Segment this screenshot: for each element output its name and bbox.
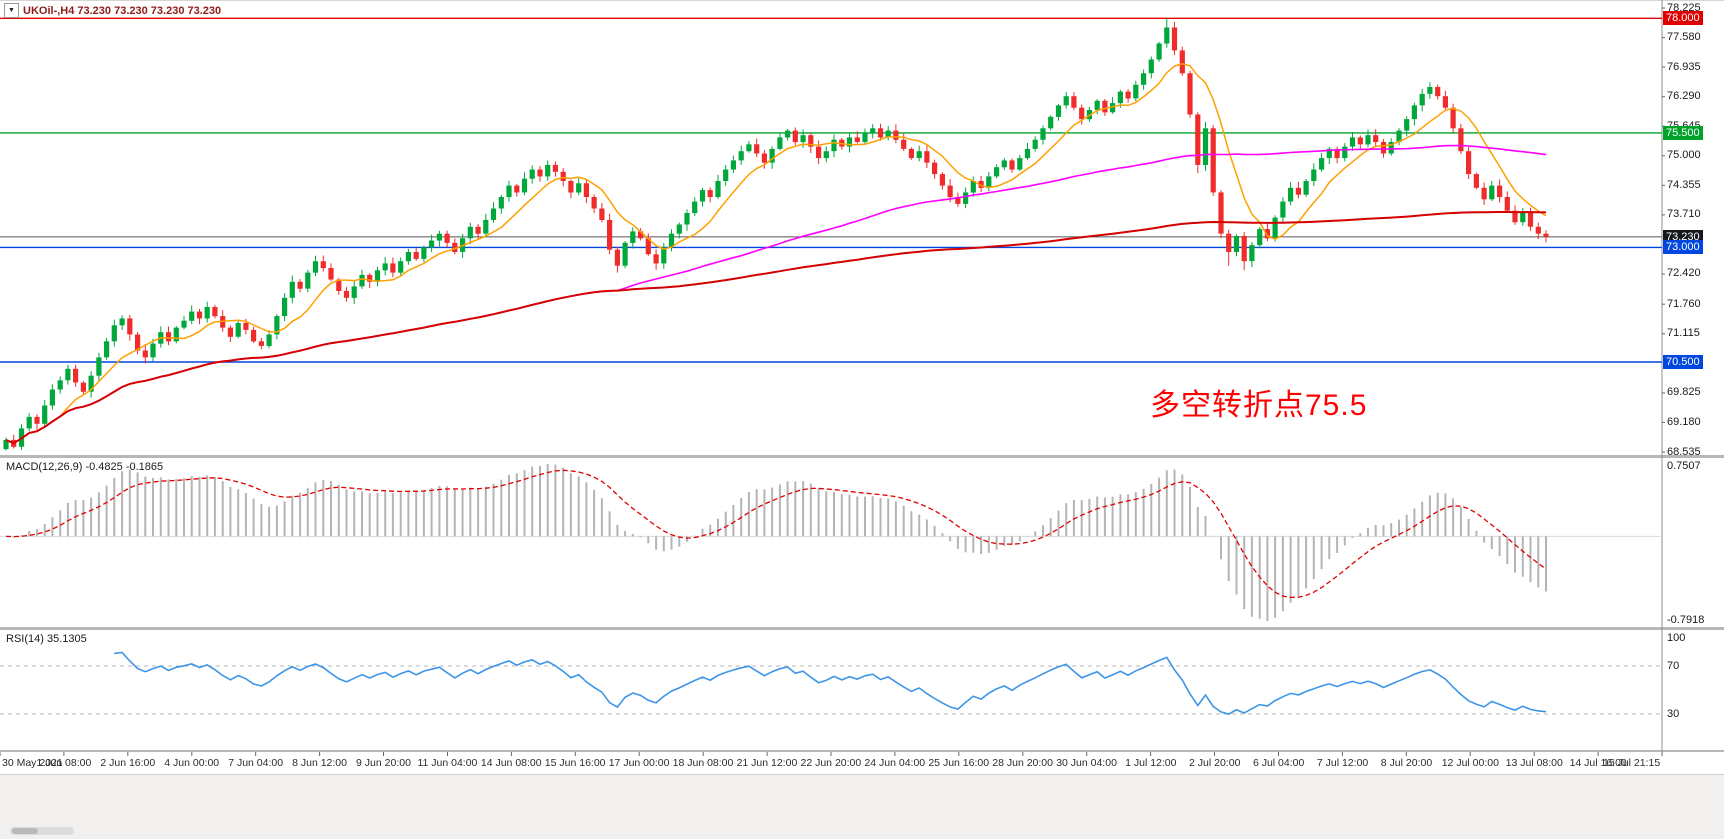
chart-annotation-text: 多空转折点75.5 [1150,389,1368,422]
macd-signal-line [5,469,1547,599]
time-axis-label: 25 Jun 16:00 [928,757,990,769]
price-tick-label: 74.355 [1667,178,1701,191]
macd-axis-max-label: 0.7507 [1667,460,1701,472]
rsi-level-100-label: 100 [1667,632,1686,644]
price-badge-73.000: 73.000 [1663,240,1703,255]
time-axis-label: 2 Jun 16:00 [100,757,156,769]
time-axis-label: 11 Jun 04:00 [417,757,478,769]
time-axis-label: 1 Jul 12:00 [1125,757,1177,769]
macd-axis-min-label: -0.7918 [1667,614,1705,626]
panel-separator[interactable] [0,455,1724,458]
time-axis-label: 7 Jun 04:00 [228,757,284,769]
bottom-strip [0,774,1724,839]
rsi-indicator-label: RSI(14) 35.1305 [6,633,87,645]
symbol-header: ▼ UKOil-,H4 73.230 73.230 73.230 73.230 [4,3,221,18]
price-badge-75.500: 75.500 [1663,125,1703,140]
time-axis-label: 30 Jun 04:00 [1056,757,1117,769]
price-tick-label: 72.420 [1667,267,1701,280]
time-axis-label: 18 Jun 08:00 [672,757,734,769]
time-axis-label: 4 Jun 00:00 [164,757,220,769]
price-badge-73.230: 73.230 [1663,229,1703,244]
price-tick-label: 69.180 [1667,415,1701,428]
price-tick-label: 75.000 [1667,149,1701,162]
time-axis-label: 15 Jul 21:15 [1603,757,1661,769]
panel-separator[interactable] [0,627,1724,630]
price-badge-70.500: 70.500 [1663,354,1703,369]
chart-canvas[interactable] [0,0,1724,774]
time-axis-label: 15 Jun 16:00 [544,757,606,769]
time-axis-label: 8 Jun 12:00 [292,757,347,769]
time-axis-label: 22 Jun 20:00 [800,757,862,769]
symbol-dropdown-button[interactable]: ▼ [4,3,19,18]
price-tick-label: 73.710 [1667,208,1701,221]
candlesticks [3,18,1549,451]
price-tick-label: 69.825 [1667,386,1701,399]
time-axis-label: 6 Jul 04:00 [1252,757,1305,769]
price-tick-label: 71.115 [1667,327,1700,340]
price-tick-label: 76.290 [1667,90,1701,103]
ma-fast-line [5,63,1547,445]
panel-separator [0,750,1724,752]
price-tick-label: 76.935 [1667,60,1701,73]
price-badge-78.000: 78.000 [1663,11,1703,26]
symbol-ohlc-readout: UKOil-,H4 73.230 73.230 73.230 73.230 [23,4,222,17]
time-axis-label: 28 Jun 20:00 [992,757,1053,769]
price-tick-label: 77.580 [1667,31,1701,44]
time-axis-label: 30 May 2021 [2,757,63,769]
macd-indicator-label: MACD(12,26,9) -0.4825 -0.1865 [6,461,164,473]
price-tick-label: 71.760 [1667,297,1701,310]
price-tick-label: 68.535 [1667,445,1701,458]
time-axis-label: 21 Jun 12:00 [736,757,798,769]
rsi-level-70-label: 70 [1667,659,1680,672]
time-axis-label: 2 Jul 20:00 [1189,757,1241,769]
macd-histogram [12,464,1547,621]
time-axis-label: 24 Jun 04:00 [864,757,926,769]
price-tick-label: 78.225 [1667,1,1701,14]
time-axis-label: 14 Jul 16:00 [1569,757,1627,769]
time-axis-label: 9 Jun 20:00 [356,757,411,769]
time-axis-label: 1 Jun 08:00 [36,757,92,769]
rsi-level-30-label: 30 [1667,707,1680,720]
top-border [0,0,1724,1]
time-axis-label: 8 Jul 20:00 [1380,757,1433,769]
dropdown-icon: ▼ [8,7,15,14]
time-axis-label: 12 Jul 00:00 [1441,757,1499,769]
time-axis-label: 14 Jun 08:00 [480,757,542,769]
ma-slow-line [5,211,1547,445]
time-axis-label: 13 Jul 08:00 [1505,757,1563,769]
rsi-line [114,651,1547,715]
time-axis-label: 17 Jun 00:00 [608,757,670,769]
horizontal-scrollbar[interactable] [10,827,74,835]
time-axis-label: 7 Jul 12:00 [1316,757,1369,769]
